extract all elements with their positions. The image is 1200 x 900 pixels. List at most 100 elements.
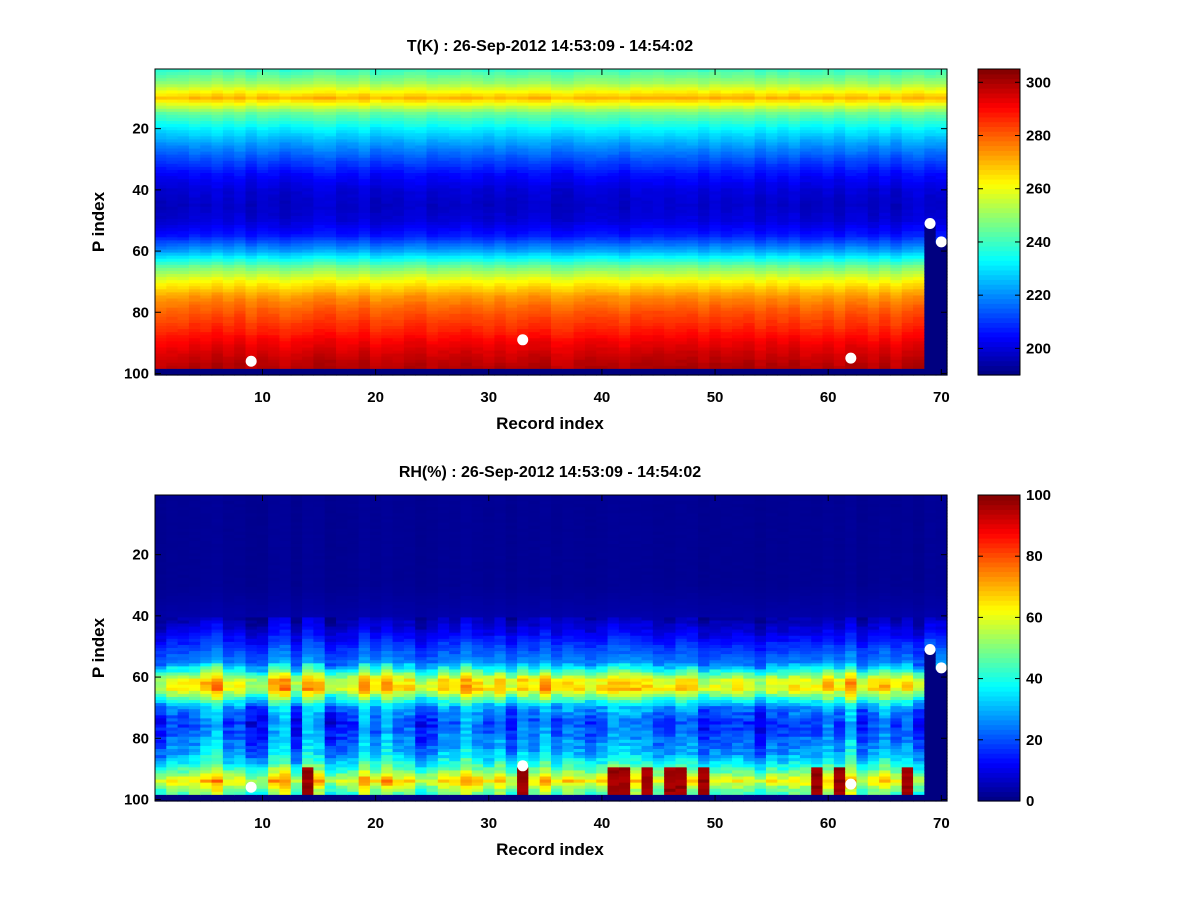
heatmap-cell	[324, 169, 337, 174]
heatmap-cell	[403, 365, 416, 370]
heatmap-cell	[392, 289, 405, 293]
heatmap-cell	[517, 246, 529, 251]
heatmap-cell	[551, 359, 563, 364]
heatmap-cell	[188, 108, 201, 113]
heatmap-cell	[584, 139, 597, 144]
heatmap-cell	[483, 102, 496, 107]
heatmap-cell	[166, 111, 179, 116]
heatmap-cell	[279, 264, 292, 269]
heatmap-cell	[324, 322, 337, 327]
heatmap-cell	[268, 139, 281, 144]
heatmap-cell	[630, 136, 643, 140]
heatmap-cell	[437, 163, 450, 168]
heatmap-cell	[483, 130, 496, 134]
heatmap-cell	[517, 368, 529, 373]
heatmap-cell	[675, 75, 688, 79]
heatmap-cell	[188, 307, 201, 312]
heatmap-cell	[539, 277, 552, 281]
heatmap-cell	[290, 151, 303, 156]
heatmap-cell	[460, 176, 473, 180]
heatmap-cell	[347, 96, 360, 101]
heatmap-cell	[166, 96, 179, 101]
heatmap-cell	[211, 362, 224, 367]
heatmap-cell	[630, 185, 643, 189]
heatmap-cell	[234, 78, 247, 82]
heatmap-cell	[177, 139, 190, 144]
heatmap-cell	[471, 124, 484, 128]
heatmap-cell	[211, 81, 224, 85]
heatmap-cell	[664, 225, 677, 229]
heatmap-cell	[449, 78, 462, 82]
heatmap-cell	[709, 139, 722, 144]
heatmap-cell	[618, 246, 631, 251]
heatmap-cell	[358, 295, 371, 300]
heatmap-cell	[358, 301, 371, 306]
heatmap-cell	[539, 362, 552, 367]
heatmap-cell	[641, 347, 654, 352]
heatmap-cell	[188, 127, 201, 131]
heatmap-cell	[313, 362, 326, 367]
heatmap-cell	[211, 102, 224, 107]
heatmap-cell	[539, 267, 552, 272]
heatmap-cell	[188, 222, 201, 226]
heatmap-cell	[177, 270, 190, 275]
heatmap-cell	[630, 209, 643, 214]
heatmap-cell	[562, 267, 575, 272]
heatmap-cell	[539, 166, 552, 171]
heatmap-cell	[166, 166, 179, 171]
heatmap-cell	[505, 117, 518, 122]
heatmap-cell	[358, 203, 371, 208]
heatmap-cell	[155, 313, 167, 318]
heatmap-cell	[245, 127, 258, 131]
heatmap-cell	[596, 322, 609, 327]
heatmap-cell	[302, 169, 314, 174]
heatmap-cell	[607, 280, 620, 284]
heatmap-cell	[290, 111, 303, 116]
heatmap-cell	[675, 295, 688, 300]
heatmap-cell	[302, 166, 314, 171]
heatmap-cell	[517, 176, 529, 180]
heatmap-cell	[347, 145, 360, 150]
heatmap-cell	[392, 102, 405, 107]
heatmap-cell	[483, 222, 496, 226]
heatmap-cell	[166, 87, 179, 92]
heatmap-cell	[641, 301, 654, 306]
heatmap-cell	[324, 365, 337, 370]
heatmap-cell	[313, 114, 326, 119]
heatmap-cell	[188, 166, 201, 171]
heatmap-cell	[664, 329, 677, 333]
heatmap-cell	[166, 142, 179, 147]
heatmap-cell	[222, 206, 235, 211]
heatmap-cell	[211, 289, 224, 293]
heatmap-cell	[460, 246, 473, 251]
heatmap-cell	[302, 316, 314, 321]
heatmap-cell	[302, 264, 314, 269]
heatmap-cell	[234, 335, 247, 339]
heatmap-cell	[426, 270, 439, 275]
heatmap-cell	[279, 237, 292, 241]
heatmap-cell	[607, 350, 620, 355]
heatmap-cell	[279, 209, 292, 214]
heatmap-cell	[415, 78, 428, 82]
heatmap-cell	[618, 341, 631, 345]
heatmap-cell	[698, 191, 710, 196]
heatmap-cell	[630, 78, 643, 82]
heatmap-cell	[347, 332, 360, 336]
heatmap-cell	[460, 114, 473, 119]
heatmap-cell	[539, 215, 552, 220]
heatmap-cell	[290, 316, 303, 321]
heatmap-cell	[686, 365, 699, 370]
heatmap-cell	[256, 105, 269, 110]
heatmap-cell	[686, 114, 699, 119]
heatmap-cell	[573, 332, 586, 336]
heatmap-cell	[336, 75, 348, 79]
heatmap-cell	[437, 341, 450, 345]
heatmap-cell	[539, 353, 552, 358]
heatmap-cell	[517, 136, 529, 140]
heatmap-cell	[166, 121, 179, 125]
heatmap-cell	[245, 209, 258, 214]
heatmap-cell	[188, 344, 201, 349]
heatmap-cell	[494, 166, 507, 171]
heatmap-cell	[324, 203, 337, 208]
heatmap-cell	[358, 359, 371, 364]
